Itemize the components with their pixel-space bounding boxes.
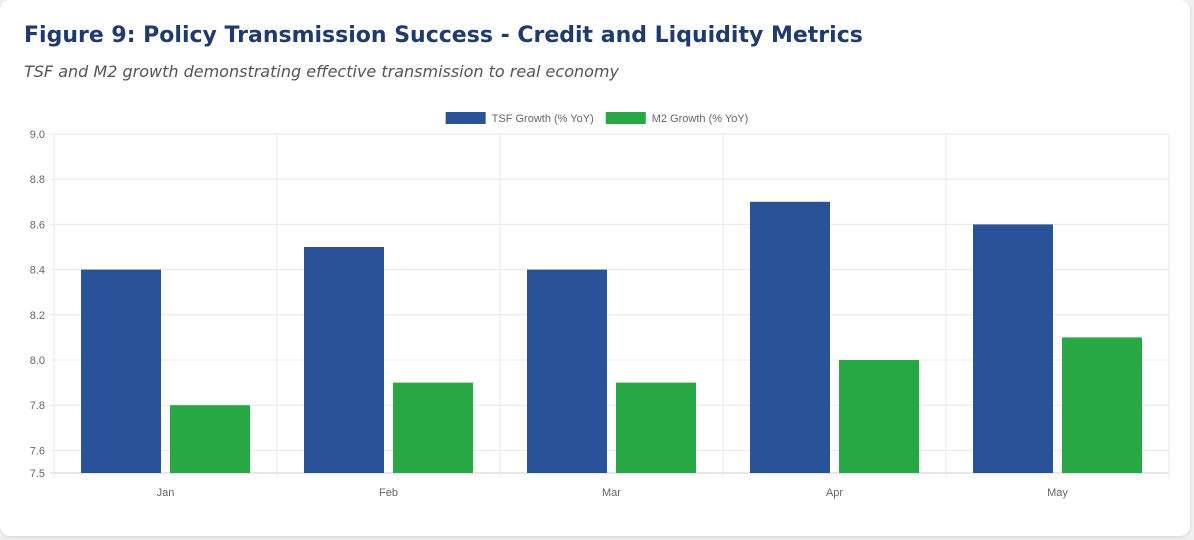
y-tick-label: 7.6: [30, 445, 45, 457]
x-tick-label: Mar: [602, 487, 621, 499]
bar-m2-mar: [616, 382, 696, 473]
y-tick-label: 8.8: [30, 174, 45, 186]
bar-tsf-may: [973, 224, 1053, 473]
y-tick-label: 8.2: [30, 310, 45, 322]
legend-swatch-tsf: [445, 112, 486, 124]
legend-swatch-m2: [605, 112, 646, 124]
bar-m2-feb: [393, 382, 473, 473]
bar-tsf-mar: [527, 269, 607, 473]
x-tick-label: May: [1047, 487, 1068, 499]
legend-label-m2: M2 Growth (% YoY): [652, 113, 749, 125]
bar-m2-may: [1062, 337, 1142, 473]
bar-m2-jan: [170, 405, 250, 473]
y-tick-label: 8.0: [30, 355, 45, 367]
x-tick-label: Jan: [157, 487, 175, 499]
y-tick-label: 8.6: [30, 219, 45, 231]
legend-label-tsf: TSF Growth (% YoY): [492, 113, 594, 125]
chart-subtitle: TSF and M2 growth demonstrating effectiv…: [24, 62, 619, 81]
bar-tsf-apr: [750, 201, 830, 474]
bar-m2-apr: [839, 360, 919, 473]
bar-tsf-feb: [304, 247, 384, 473]
y-tick-label: 7.8: [30, 400, 45, 412]
chart-title: Figure 9: Policy Transmission Success - …: [24, 23, 863, 48]
x-tick-label: Apr: [826, 487, 843, 499]
y-tick-label: 8.4: [30, 265, 45, 277]
y-tick-label: 7.5: [30, 468, 45, 480]
bar-tsf-jan: [81, 269, 161, 473]
y-tick-label: 9.0: [30, 129, 45, 141]
x-tick-label: Feb: [379, 487, 398, 499]
